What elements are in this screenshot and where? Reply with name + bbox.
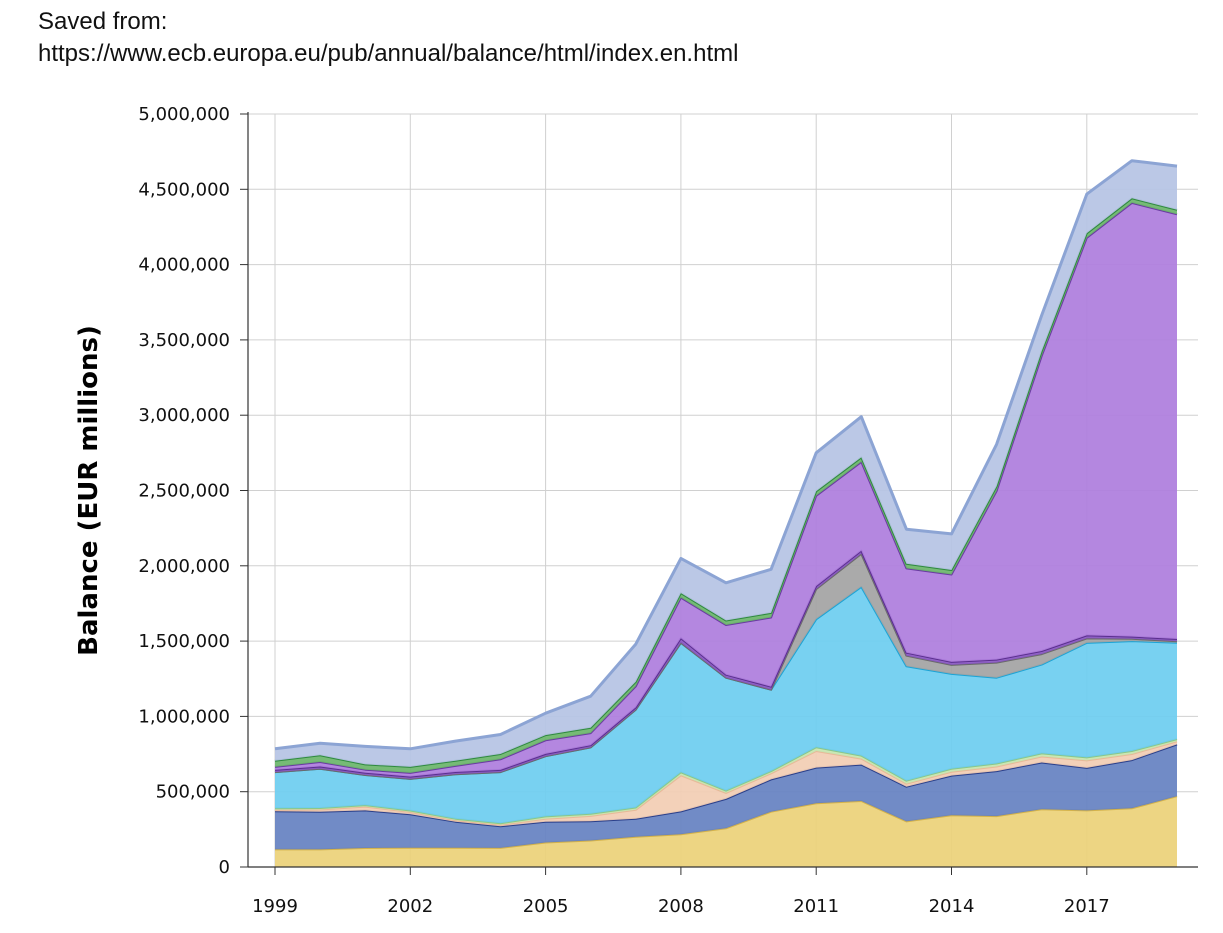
y-tick-label: 4,000,000 [138,255,230,276]
y-tick-label: 2,500,000 [138,481,230,502]
x-tick-label: 2014 [929,896,975,917]
saved-from-label: Saved from: [38,8,168,35]
y-axis-label: Balance (EUR millions) [74,325,104,656]
y-tick-label: 3,000,000 [138,405,230,426]
y-tick-label: 4,500,000 [138,179,230,200]
x-tick-label: 2011 [793,896,839,917]
y-tick-label: 5,000,000 [138,104,230,125]
source-url: https://www.ecb.europa.eu/pub/annual/bal… [38,40,739,67]
y-tick-label: 2,000,000 [138,556,230,577]
x-tick-label: 2017 [1064,896,1110,917]
area-series-8 [275,202,1177,777]
y-tick-label: 1,000,000 [138,706,230,727]
area-series-5 [275,586,1177,824]
x-tick-label: 2002 [387,896,433,917]
area-series-10 [275,160,1177,767]
y-tick-labels: 0 500,000 1,000,000 1,500,000 2,000,000 2,500… [138,104,230,878]
x-tick-label: 2005 [523,896,569,917]
area-series-2 [275,744,1177,850]
area-series-6 [275,553,1177,779]
saved-from-caption: Saved from: https://www.ecb.europa.eu/pu… [38,6,738,70]
y-tick-label: 500,000 [156,782,230,803]
x-tick-label: 1999 [252,896,298,917]
area-series-1 [275,796,1177,867]
area-series-10-edge [274,159,1178,751]
y-tick-label: 1,500,000 [138,631,230,652]
x-tick-label: 2008 [658,896,704,917]
y-tick-label: 0 [219,857,230,878]
axes [240,112,1198,875]
area-series [274,159,1178,867]
x-tick-labels: 1999 2002 2005 2008 2011 2014 2017 [252,896,1110,917]
y-tick-label: 3,500,000 [138,330,230,351]
